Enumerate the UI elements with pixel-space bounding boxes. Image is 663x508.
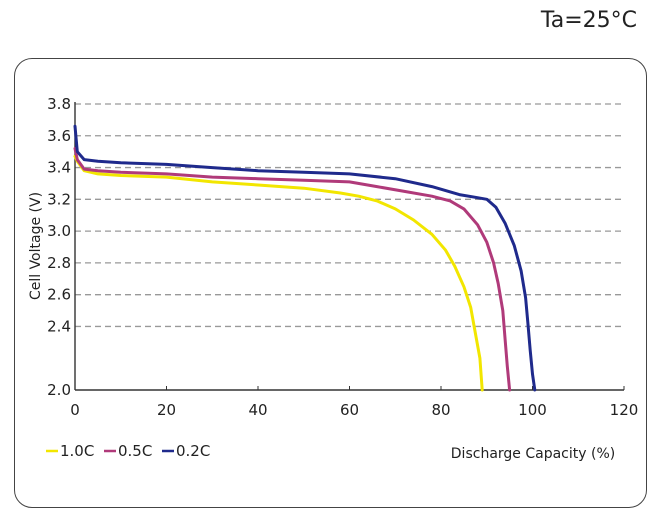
y-axis-label: Cell Voltage (V) [28,192,44,300]
x-tick-label: 0 [70,401,80,419]
series-line-0-5c [73,147,512,392]
axes [74,102,625,391]
y-tick-label: 2.6 [47,286,71,304]
y-tick-label: 3.0 [47,222,71,240]
x-tick-label: 20 [157,401,176,419]
series-lines [73,124,537,392]
discharge-chart: 2.0 2.4 2.6 2.8 3.0 3.2 3.4 3.6 3.8 0 20 40 60 80 100 1… [28,95,638,462]
x-tick-label: 80 [431,401,450,419]
x-tick-label: 60 [340,401,359,419]
grid-lines [75,103,624,328]
y-tick-label: 2.0 [47,381,71,399]
legend-label: 0.5C [118,442,152,460]
legend: 1.0C 0.5C 0.2C [46,442,210,460]
y-tick-label: 3.4 [47,159,71,177]
y-tick-label: 3.8 [47,95,71,113]
x-tick-label: 120 [610,401,639,419]
temperature-label: Ta=25°C [540,8,637,33]
x-tick-label: 100 [518,401,547,419]
series-line-0-2c [73,124,537,392]
y-tick-label: 2.4 [47,317,71,335]
series-line-1-0c [73,154,484,392]
y-tick-label: 2.8 [47,254,71,272]
x-tick-label: 40 [248,401,267,419]
tick-labels: 2.0 2.4 2.6 2.8 3.0 3.2 3.4 3.6 3.8 0 20 40 60 80 100 1… [47,95,638,419]
y-tick-label: 3.6 [47,127,71,145]
legend-label: 1.0C [60,442,94,460]
y-tick-label: 3.2 [47,190,71,208]
x-axis-label: Discharge Capacity (%) [451,446,615,462]
legend-label: 0.2C [176,442,210,460]
